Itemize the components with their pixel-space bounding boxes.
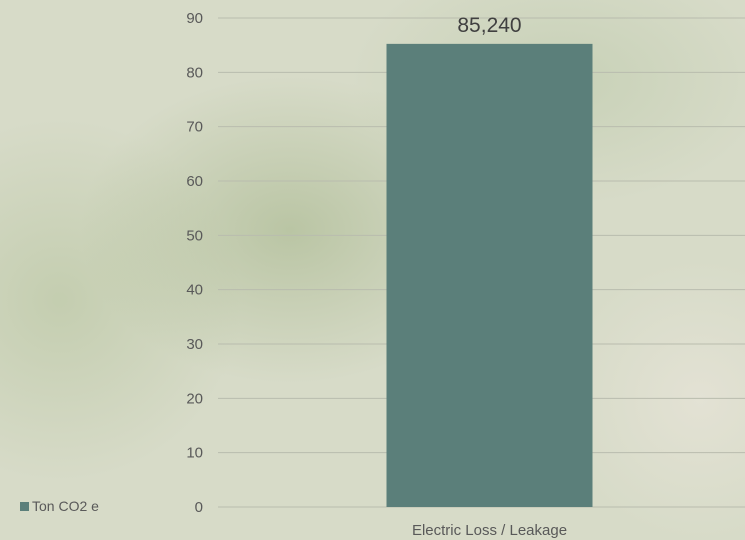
y-tick-label: 50 xyxy=(186,227,203,244)
y-tick-label: 70 xyxy=(186,119,203,136)
legend-swatch xyxy=(20,502,29,511)
y-tick-label: 80 xyxy=(186,64,203,81)
bar xyxy=(386,43,593,507)
y-tick-label: 90 xyxy=(186,10,203,27)
legend: Ton CO2 e xyxy=(20,498,99,514)
data-labels: 85,240 xyxy=(457,14,521,37)
y-tick-label: 30 xyxy=(186,336,203,353)
y-tick-label: 60 xyxy=(186,173,203,190)
y-tick-label: 10 xyxy=(186,445,203,462)
x-category-label: Electric Loss / Leakage xyxy=(412,522,567,539)
y-tick-label: 40 xyxy=(186,282,203,299)
bars xyxy=(386,43,593,507)
legend-label: Ton CO2 e xyxy=(32,498,99,514)
y-tick-label: 20 xyxy=(186,390,203,407)
y-axis-ticks: 0 10 20 30 40 50 60 70 80 90 xyxy=(186,10,203,516)
y-tick-label: 0 xyxy=(195,499,203,516)
data-label: 85,240 xyxy=(457,14,521,37)
x-axis-categories: Electric Loss / Leakage xyxy=(412,522,567,539)
